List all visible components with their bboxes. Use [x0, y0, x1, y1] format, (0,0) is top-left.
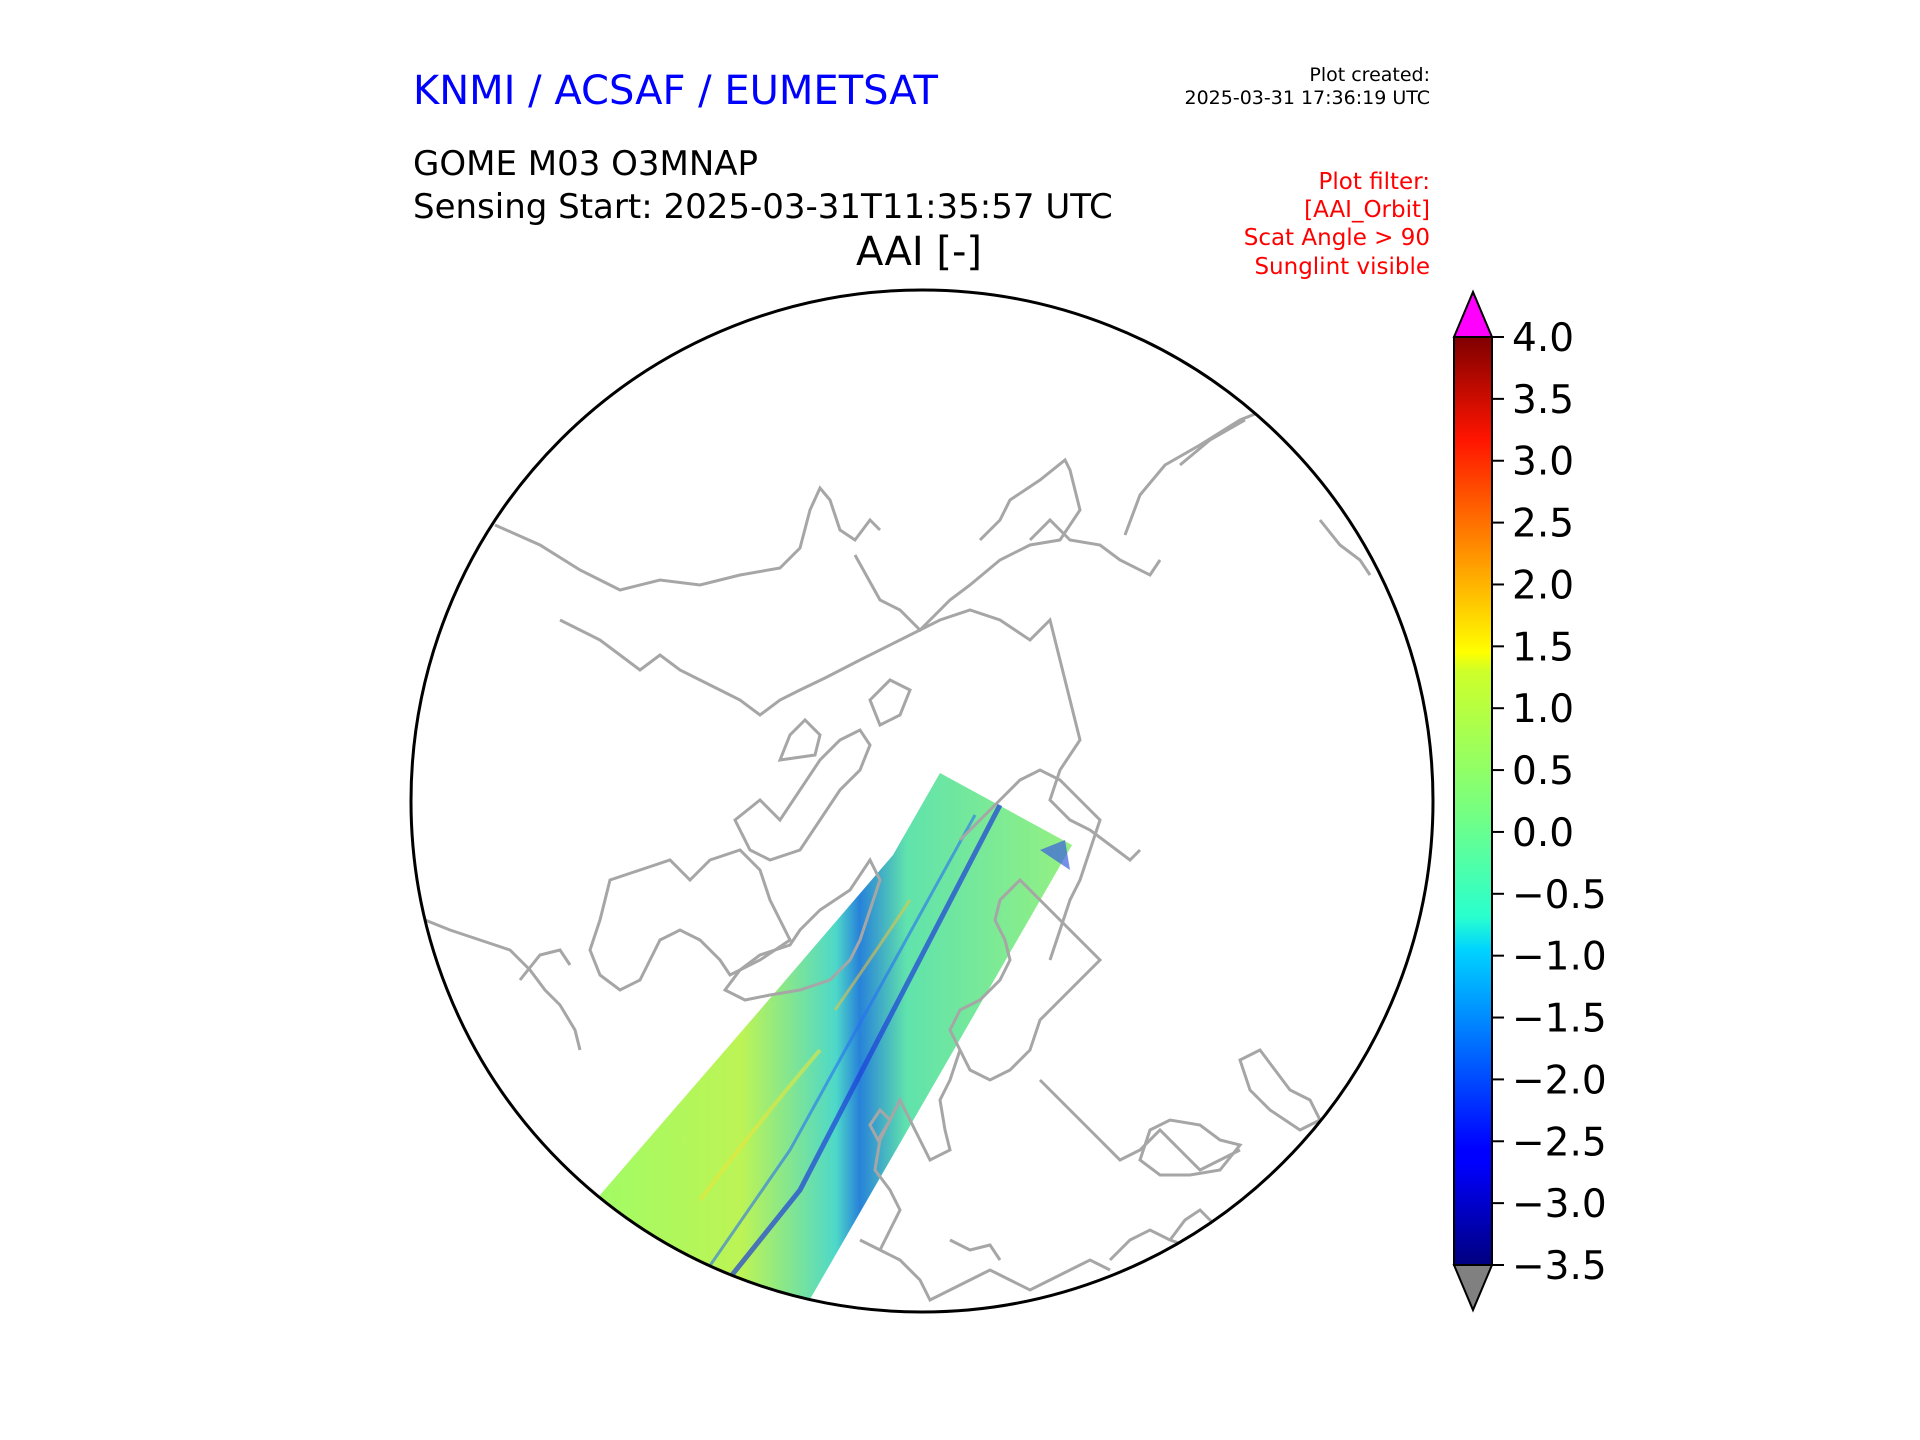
sensing-start: Sensing Start: 2025-03-31T11:35:57 UTC: [413, 187, 1113, 227]
colorbar-tick-label: 3.5: [1512, 378, 1574, 423]
colorbar-tick-label: 3.0: [1512, 440, 1574, 485]
organization-label: KNMI / ACSAF / EUMETSAT: [413, 68, 938, 114]
colorbar-tick-label: 2.0: [1512, 563, 1574, 608]
colorbar-tick-label: 4.0: [1512, 316, 1574, 361]
product-title: GOME M03 O3MNAP: [413, 144, 759, 184]
plot-filter-label: Plot filter:: [1318, 169, 1430, 195]
plot-filter-sunglint: Sunglint visible: [1254, 254, 1430, 280]
colorbar-tick-label: 0.5: [1512, 749, 1574, 794]
plot-created-label: Plot created:: [1309, 64, 1430, 86]
colorbar: 4.0 3.5 3.0 2.5 2.0 1.5 1.0 0.5 0.0 −0.5 −1.0 −1.5 −…: [1452, 289, 1607, 1313]
colorbar-tick-label: 1.0: [1512, 687, 1574, 732]
colorbar-tick-label: 2.5: [1512, 502, 1574, 547]
map-title: AAI [-]: [856, 229, 982, 275]
colorbar-tick-label: −3.0: [1512, 1182, 1607, 1227]
colorbar-tick-label: −2.0: [1512, 1058, 1607, 1103]
plot-created-time: 2025-03-31 17:36:19 UTC: [1184, 87, 1431, 109]
colorbar-over-extension: [1452, 289, 1494, 338]
colorbar-tick-label: −2.5: [1512, 1120, 1607, 1165]
colorbar-under-extension: [1452, 1264, 1494, 1313]
colorbar-tick-label: −1.5: [1512, 997, 1607, 1042]
colorbar-tick-label: 0.0: [1512, 811, 1574, 856]
map-boundary: [409, 288, 1435, 1314]
plot-filter-name: [AAI_Orbit]: [1304, 197, 1430, 223]
colorbar-tick-label: 1.5: [1512, 625, 1574, 670]
aai-swath: [600, 773, 1072, 1312]
colorbar-tick-label: −1.0: [1512, 935, 1607, 980]
colorbar-body: [1453, 336, 1493, 1266]
colorbar-tick-label: −0.5: [1512, 873, 1607, 918]
coastlines: [424, 408, 1401, 1303]
plot-filter-scat-angle: Scat Angle > 90: [1243, 225, 1430, 251]
colorbar-tick-label: −3.5: [1512, 1244, 1607, 1289]
